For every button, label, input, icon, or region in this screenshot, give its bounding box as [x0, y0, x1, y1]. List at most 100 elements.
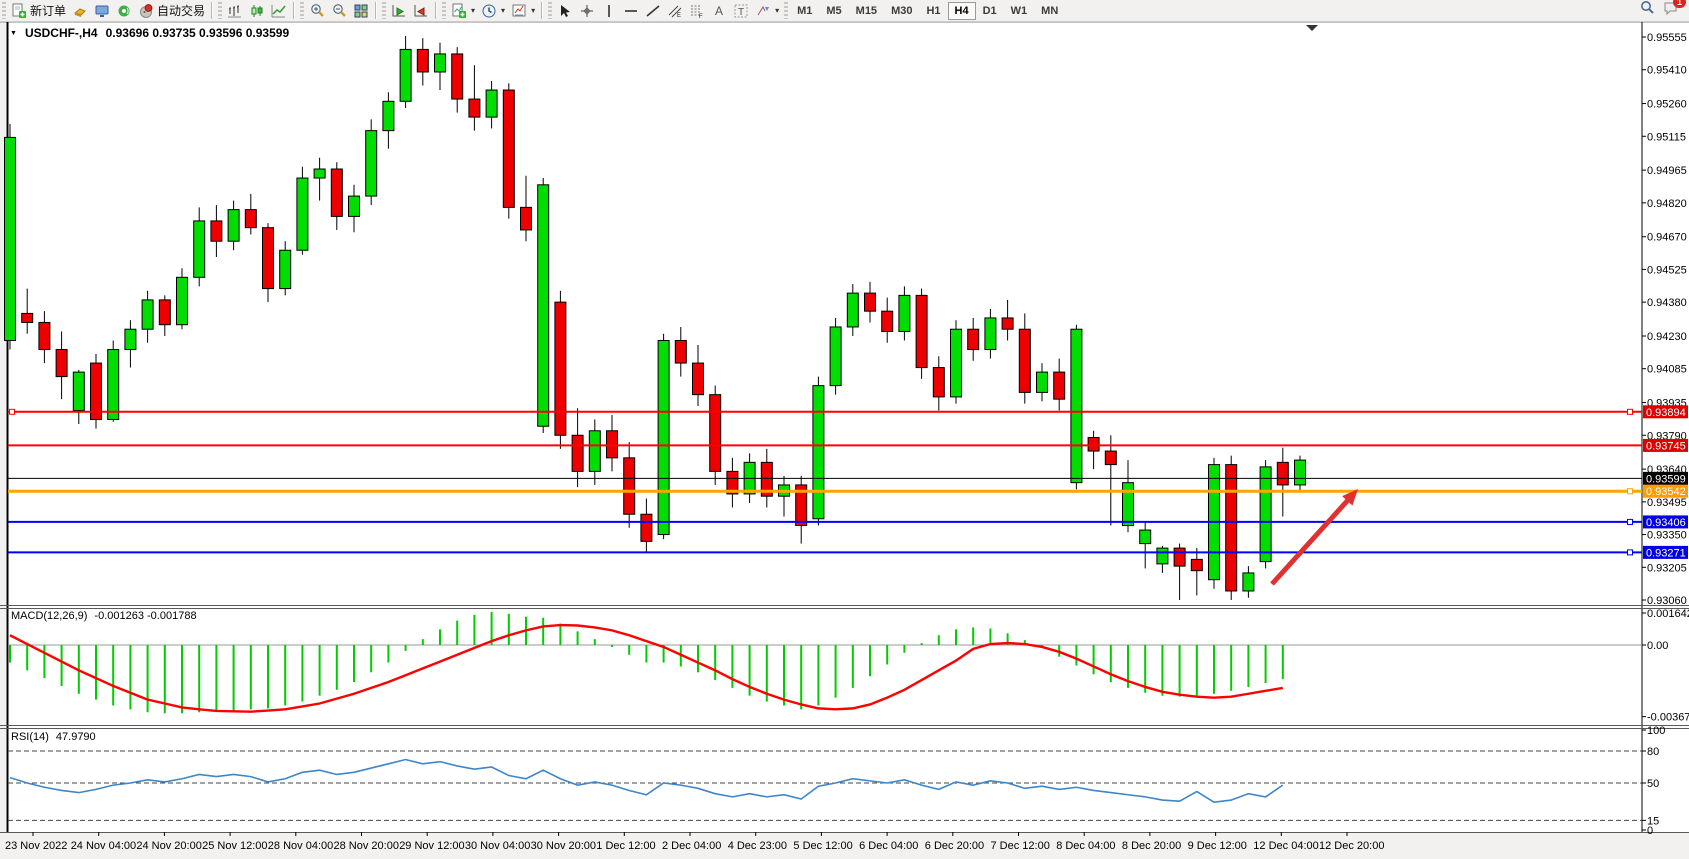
- svg-text:0.95260: 0.95260: [1647, 99, 1687, 111]
- price-axis: 0.95555 0.95410 0.95260 0.95115 0.94965 0.948…: [1642, 32, 1687, 607]
- cursor-button[interactable]: [554, 1, 576, 20]
- svg-text:8 Dec 20:00: 8 Dec 20:00: [1122, 840, 1181, 852]
- arrows-button[interactable]: ▾: [752, 1, 782, 20]
- auto-scroll-button[interactable]: [388, 1, 410, 20]
- chart-line-icon: [271, 3, 287, 19]
- svg-text:12 Dec 20:00: 12 Dec 20:00: [1319, 840, 1384, 852]
- market-watch-button[interactable]: [69, 1, 91, 20]
- timeframe-w1-button[interactable]: W1: [1010, 4, 1028, 17]
- timeframe-m30-button[interactable]: M30: [891, 4, 913, 17]
- svg-text:30 Nov 20:00: 30 Nov 20:00: [531, 840, 596, 852]
- equidistant-channel-button[interactable]: E: [664, 1, 686, 20]
- text-button[interactable]: A: [708, 1, 730, 20]
- timeframe-h4-button[interactable]: H4: [947, 1, 976, 20]
- trendline-button[interactable]: [642, 1, 664, 20]
- chart-candles-button[interactable]: [246, 1, 268, 20]
- new-order-label: 新订单: [30, 4, 67, 18]
- svg-text:23 Nov 2022: 23 Nov 2022: [5, 840, 67, 852]
- svg-text:F: F: [699, 14, 703, 19]
- scroll-marker-icon[interactable]: [1306, 25, 1318, 31]
- indicators-dropdown-caret-icon[interactable]: ▾: [471, 6, 476, 15]
- svg-text:7 Dec 12:00: 7 Dec 12:00: [991, 840, 1050, 852]
- alerts-button[interactable]: [113, 1, 135, 20]
- svg-text:28 Nov 20:00: 28 Nov 20:00: [334, 840, 399, 852]
- tile-windows-icon: [353, 3, 369, 19]
- chart-title-caret-icon[interactable]: ▼: [10, 29, 17, 37]
- svg-text:28 Nov 04:00: 28 Nov 04:00: [268, 840, 333, 852]
- timeframe-d1-button[interactable]: D1: [982, 4, 997, 17]
- svg-text:5 Dec 12:00: 5 Dec 12:00: [793, 840, 852, 852]
- svg-text:0.94085: 0.94085: [1647, 364, 1687, 376]
- svg-text:12 Dec 04:00: 12 Dec 04:00: [1253, 840, 1318, 852]
- svg-text:0.93599: 0.93599: [1646, 473, 1686, 485]
- search-icon[interactable]: [1639, 0, 1655, 21]
- svg-text:0.95555: 0.95555: [1647, 32, 1687, 44]
- timeframe-mn-button[interactable]: MN: [1041, 4, 1059, 17]
- svg-text:0.93205: 0.93205: [1647, 562, 1687, 574]
- svg-text:8 Dec 04:00: 8 Dec 04:00: [1056, 840, 1115, 852]
- horizontal-line-icon: [623, 3, 639, 19]
- svg-text:0.94820: 0.94820: [1647, 198, 1687, 210]
- toolbar-grip: [548, 2, 553, 19]
- macd-pane: 0.001642 0.00 -0.003674: [8, 608, 1689, 724]
- timeframe-m1-button[interactable]: M1: [797, 4, 813, 17]
- indicators-button[interactable]: ▾: [448, 1, 478, 20]
- timeframe-h1-button[interactable]: H1: [926, 4, 941, 17]
- svg-text:30 Nov 04:00: 30 Nov 04:00: [465, 840, 530, 852]
- chart-title: ▼ USDCHF-,H4 0.93696 0.93735 0.93596 0.9…: [10, 26, 289, 40]
- svg-text:100: 100: [1647, 725, 1665, 737]
- zoom-in-button[interactable]: [306, 1, 328, 20]
- terminal-button[interactable]: [91, 1, 113, 20]
- auto-trading-icon: [138, 3, 154, 19]
- svg-text:0.001642: 0.001642: [1647, 608, 1689, 620]
- svg-text:9 Dec 12:00: 9 Dec 12:00: [1188, 840, 1247, 852]
- periods-dropdown-caret-icon[interactable]: ▾: [501, 6, 506, 15]
- auto-trading-button[interactable]: 自动交易: [135, 1, 208, 20]
- text-label-button[interactable]: T: [730, 1, 752, 20]
- templates-dropdown-caret-icon[interactable]: ▾: [531, 6, 536, 15]
- timeframe-m15-button[interactable]: M15: [855, 4, 878, 17]
- svg-text:6 Dec 20:00: 6 Dec 20:00: [925, 840, 984, 852]
- arrows-dropdown-caret-icon[interactable]: ▾: [775, 6, 780, 15]
- new-order-button[interactable]: 新订单: [8, 1, 69, 20]
- toolbar-grip: [382, 2, 387, 19]
- svg-text:0.94670: 0.94670: [1647, 232, 1687, 244]
- fibonacci-button[interactable]: F: [686, 1, 708, 20]
- trendline-icon: [645, 3, 661, 19]
- svg-text:0.93271: 0.93271: [1646, 547, 1686, 559]
- notification-badge: 1: [1672, 0, 1686, 8]
- trend-arrow-annotation[interactable]: [1270, 489, 1358, 586]
- toolbar-separator: [541, 2, 544, 19]
- toolbar-grip: [218, 2, 223, 19]
- crosshair-button[interactable]: [576, 1, 598, 20]
- templates-button[interactable]: ▾: [508, 1, 538, 20]
- toolbar-grip: [300, 2, 305, 19]
- chart-bars-icon: [227, 3, 243, 19]
- svg-text:4 Dec 23:00: 4 Dec 23:00: [728, 840, 787, 852]
- toolbar-grip: [2, 2, 6, 19]
- svg-text:0.94230: 0.94230: [1647, 331, 1687, 343]
- tile-windows-button[interactable]: [350, 1, 372, 20]
- svg-text:0.93495: 0.93495: [1647, 497, 1687, 509]
- horizontal-line-button[interactable]: [620, 1, 642, 20]
- svg-text:25 Nov 12:00: 25 Nov 12:00: [202, 840, 267, 852]
- svg-text:0.95410: 0.95410: [1647, 65, 1687, 77]
- svg-text:-0.003674: -0.003674: [1647, 712, 1689, 724]
- chart-shift-button[interactable]: [410, 1, 432, 20]
- svg-text:0.94965: 0.94965: [1647, 165, 1687, 177]
- crosshair-icon: [579, 3, 595, 19]
- vertical-line-button[interactable]: [598, 1, 620, 20]
- notifications-button[interactable]: 1: [1663, 0, 1686, 21]
- zoom-out-button[interactable]: [328, 1, 350, 20]
- toolbar: 新订单 自动交易 ▾ ▾ ▾ E F A T ▾ M1 M5 M15 M30 H1 H4 D1 W1 MN 1: [0, 0, 1689, 22]
- svg-text:0.93350: 0.93350: [1647, 530, 1687, 542]
- svg-text:0.00: 0.00: [1647, 640, 1668, 652]
- timeframe-m5-button[interactable]: M5: [826, 4, 842, 17]
- toolbar-separator: [211, 2, 214, 19]
- periods-button[interactable]: ▾: [478, 1, 508, 20]
- svg-text:E: E: [677, 13, 681, 19]
- chart-bars-button[interactable]: [224, 1, 246, 20]
- chart-line-button[interactable]: [268, 1, 290, 20]
